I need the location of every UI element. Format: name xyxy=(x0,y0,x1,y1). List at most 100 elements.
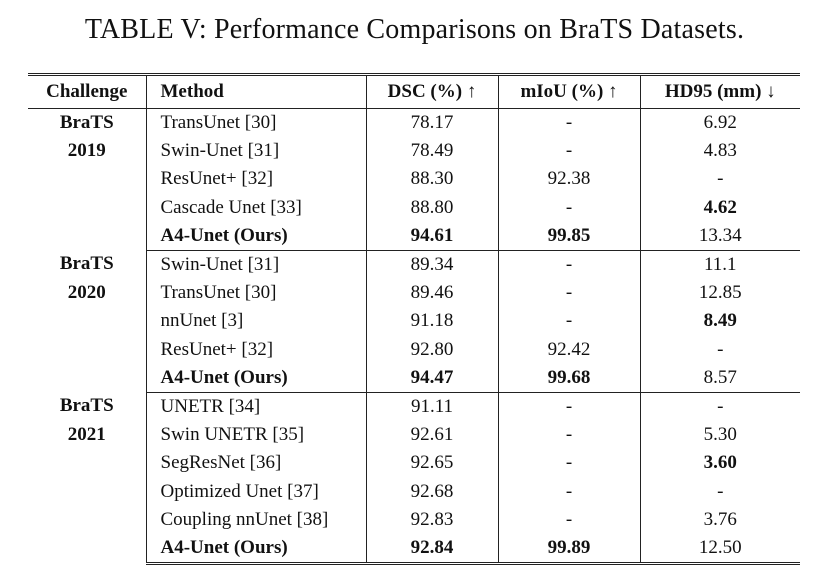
method-cell: UNETR [34] xyxy=(146,392,367,422)
method-cell: A4-Unet (Ours) xyxy=(146,533,367,565)
method-cell: nnUnet [3] xyxy=(146,307,367,336)
header-method: Method xyxy=(146,73,367,109)
table-row: TransUnet [30] 89.46- 12.85 xyxy=(28,279,800,308)
performance-table: Challenge Method DSC (%) ↑ mIoU (%) ↑ HD… xyxy=(28,73,800,565)
table-row: Coupling nnUnet [38] 92.83- 3.76 xyxy=(28,505,800,534)
table-row: Swin-Unet [31] 78.49- 4.83 xyxy=(28,137,800,166)
hd95-cell: 8.49 xyxy=(703,310,737,332)
table-row: SegResNet [36] 92.65- 3.60 xyxy=(28,449,800,478)
method-cell: TransUnet [30] xyxy=(146,279,367,308)
miou-cell: - xyxy=(498,307,641,336)
table-row: A4-Unet (Ours) 94.61 99.85 13.34 xyxy=(28,221,800,251)
challenge-name: BraTS xyxy=(59,395,114,417)
up-arrow-icon: ↑ xyxy=(466,81,477,102)
dsc-cell: 92.80 xyxy=(366,335,499,364)
challenge-name: BraTS xyxy=(59,253,114,275)
dsc-cell: 88.80 xyxy=(366,193,499,222)
challenge-cell: BraTS 2020 xyxy=(28,250,147,393)
miou-cell: - xyxy=(498,392,641,422)
method-cell: A4-Unet (Ours) xyxy=(146,363,367,393)
header-dsc-label: DSC (%) xyxy=(387,81,463,102)
hd95-cell: 11.1 xyxy=(703,254,737,276)
challenge-year: 2020 xyxy=(67,281,106,303)
miou-cell: - xyxy=(498,477,641,506)
table-caption: TABLE V: Performance Comparisons on BraT… xyxy=(84,14,745,45)
miou-cell: - xyxy=(498,193,641,222)
hd95-cell: 6.92 xyxy=(703,112,737,134)
header-dsc: DSC (%) ↑ xyxy=(366,73,499,109)
hd95-cell: 5.30 xyxy=(703,424,737,446)
hd95-cell: 4.62 xyxy=(703,196,737,218)
dsc-cell: 78.17 xyxy=(366,108,499,138)
hd95-cell: - xyxy=(717,480,724,502)
dsc-cell: 92.65 xyxy=(366,449,499,478)
method-cell: Swin UNETR [35] xyxy=(146,421,367,450)
header-hd95: HD95 (mm) ↓ xyxy=(640,73,800,109)
method-cell: Optimized Unet [37] xyxy=(146,477,367,506)
miou-cell: - xyxy=(498,108,641,138)
miou-cell: - xyxy=(498,250,641,280)
miou-cell: - xyxy=(498,449,641,478)
header-miou-label: mIoU (%) xyxy=(520,81,604,102)
dsc-cell: 92.61 xyxy=(366,421,499,450)
table-row: ResUnet+ [32] 92.80 92.42 - xyxy=(28,335,800,364)
hd95-cell: 12.85 xyxy=(698,282,742,304)
hd95-cell: 3.76 xyxy=(703,508,737,530)
header-row: Challenge Method DSC (%) ↑ mIoU (%) ↑ HD… xyxy=(28,73,800,109)
method-cell: Swin-Unet [31] xyxy=(146,250,367,280)
dsc-cell: 91.11 xyxy=(366,392,499,422)
down-arrow-icon: ↓ xyxy=(766,81,776,102)
miou-cell: 92.42 xyxy=(498,335,641,364)
method-cell: ResUnet+ [32] xyxy=(146,335,367,364)
method-cell: Swin-Unet [31] xyxy=(146,137,367,166)
table-row: ResUnet+ [32] 88.30 92.38 - xyxy=(28,165,800,194)
challenge-name: BraTS xyxy=(59,112,114,133)
table-row: A4-Unet (Ours) 94.47 99.68 8.57 xyxy=(28,363,800,393)
miou-cell: 99.68 xyxy=(498,363,641,393)
table-row: BraTS 2020 Swin-Unet [31] 89.34-11.1 xyxy=(28,250,800,393)
header-miou: mIoU (%) ↑ xyxy=(498,73,641,109)
dsc-cell: 92.68 xyxy=(366,477,499,506)
method-cell: A4-Unet (Ours) xyxy=(146,221,367,251)
dsc-cell: 89.46 xyxy=(366,279,499,308)
method-cell: ResUnet+ [32] xyxy=(146,165,367,194)
dsc-cell: 91.18 xyxy=(366,307,499,336)
dsc-cell: 78.49 xyxy=(366,137,499,166)
table-row: Optimized Unet [37] 92.68- - xyxy=(28,477,800,506)
dsc-cell: 89.34 xyxy=(366,250,499,280)
challenge-year: 2021 xyxy=(67,423,106,445)
miou-cell: - xyxy=(498,279,641,308)
miou-cell: 92.38 xyxy=(498,165,641,194)
miou-cell: 99.89 xyxy=(498,533,641,565)
dsc-cell: 88.30 xyxy=(366,165,499,194)
hd95-cell: - xyxy=(717,395,724,417)
hd95-cell: - xyxy=(717,168,724,190)
challenge-cell: BraTS 2021 xyxy=(28,392,147,564)
table-row: BraTS 2021 UNETR [34] 91.11- - xyxy=(28,392,800,564)
header-hd95-label: HD95 (mm) xyxy=(664,81,762,102)
dsc-cell: 94.61 xyxy=(366,221,499,251)
challenge-cell: BraTS 2019 xyxy=(28,108,147,251)
dsc-cell: 94.47 xyxy=(366,363,499,393)
hd95-cell: 13.34 xyxy=(640,221,800,251)
method-cell: Coupling nnUnet [38] xyxy=(146,505,367,534)
table-row: Swin UNETR [35] 92.61- 5.30 xyxy=(28,421,800,450)
challenge-year: 2019 xyxy=(67,140,106,162)
hd95-cell: 3.60 xyxy=(703,452,737,474)
table-row: BraTS 2019 TransUnet [30] 78.17-6.92 xyxy=(28,108,800,251)
dsc-cell: 92.83 xyxy=(366,505,499,534)
method-cell: Cascade Unet [33] xyxy=(146,193,367,222)
table-row: nnUnet [3] 91.18- 8.49 xyxy=(28,307,800,336)
dsc-cell: 92.84 xyxy=(366,533,499,565)
method-cell: TransUnet [30] xyxy=(146,108,367,138)
table-row: Cascade Unet [33] 88.80- 4.62 xyxy=(28,193,800,222)
table-row: A4-Unet (Ours) 92.84 99.89 12.50 xyxy=(28,533,800,565)
hd95-cell: 4.83 xyxy=(703,140,737,162)
hd95-cell: - xyxy=(717,338,724,360)
method-cell: SegResNet [36] xyxy=(146,449,367,478)
table-body: BraTS 2019 TransUnet [30] 78.17-6.92 Swin-Un… xyxy=(28,108,800,565)
up-arrow-icon: ↑ xyxy=(608,81,618,102)
hd95-cell: 12.50 xyxy=(640,533,800,565)
hd95-cell: 8.57 xyxy=(640,363,800,393)
miou-cell: - xyxy=(498,137,641,166)
